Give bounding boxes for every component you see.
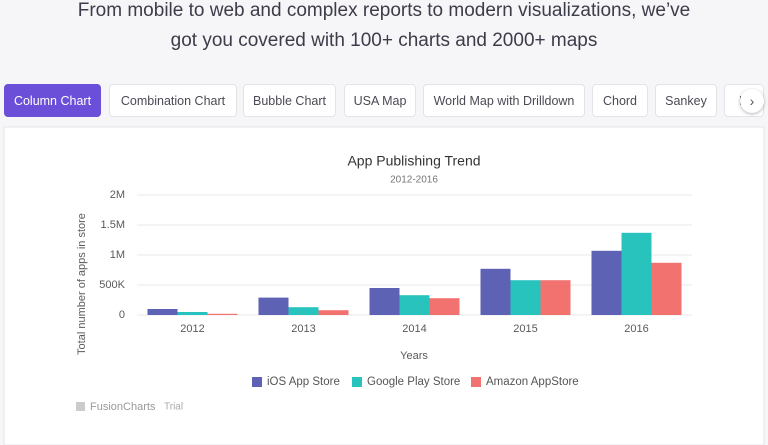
bar (651, 262, 682, 315)
x-tick-label: 2015 (513, 323, 537, 335)
legend-label: Amazon AppStore (486, 376, 579, 388)
legend-swatch (471, 377, 481, 387)
bar (318, 310, 349, 315)
y-tick-label: 500K (99, 279, 125, 291)
bar (399, 295, 430, 315)
bar (177, 312, 208, 315)
brand-note: Trial (164, 402, 183, 413)
tab[interactable]: World Map with Drilldown (423, 84, 585, 117)
legend-label: iOS App Store (267, 376, 340, 388)
tab[interactable]: USA Map (344, 84, 416, 117)
header-line: got you covered with 100+ charts and 200… (170, 30, 598, 51)
bar (621, 232, 652, 315)
y-tick-label: 1M (110, 249, 125, 261)
x-tick-label: 2016 (624, 323, 648, 335)
chart-title: App Publishing Trend (347, 153, 480, 169)
legend-label: Google Play Store (367, 376, 460, 388)
tab[interactable]: Combination Chart (109, 84, 237, 117)
chart-subtitle: 2012-2016 (390, 175, 438, 186)
tab[interactable]: Chord (592, 84, 648, 117)
y-tick-label: 1.5M (101, 219, 125, 231)
x-axis-title: Years (400, 350, 428, 362)
tab[interactable]: Bubble Chart (243, 84, 336, 117)
x-tick-label: 2013 (291, 323, 315, 335)
bar (540, 280, 571, 315)
brand-name: FusionCharts (90, 401, 156, 413)
y-tick-label: 2M (110, 189, 125, 201)
legend-swatch (252, 377, 262, 387)
header-line: From mobile to web and complex reports t… (77, 0, 691, 21)
tab[interactable]: Column Chart (4, 84, 101, 117)
tab[interactable]: Sankey (655, 84, 717, 117)
bar (258, 297, 289, 315)
scroll-arrow[interactable]: › (740, 89, 764, 113)
y-tick-label: 0 (119, 309, 125, 321)
bar (480, 268, 511, 315)
y-axis-title: Total number of apps in store (76, 213, 88, 355)
bar (591, 250, 622, 315)
bar (147, 309, 178, 315)
bar (429, 298, 460, 315)
brand-icon (76, 402, 85, 411)
x-tick-label: 2014 (402, 323, 426, 335)
bar (510, 280, 541, 315)
legend-swatch (352, 377, 362, 387)
bar (369, 288, 400, 315)
x-tick-label: 2012 (180, 323, 204, 335)
bar (288, 307, 319, 315)
bar (207, 313, 238, 315)
